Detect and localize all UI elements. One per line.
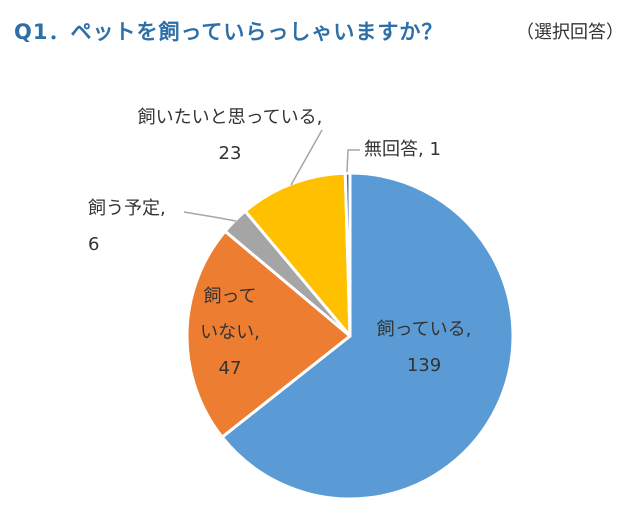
- pie-slice-1: [220, 171, 515, 501]
- data-labels: 飼っている, 139 飼っていない, 47 飼う予定, 6 飼いたいと思っている, 23 無回答…: [88, 107, 471, 379]
- pie-slice-2: [185, 229, 352, 439]
- data-label-3-line-2: 6: [88, 234, 99, 255]
- leader-line-4: [290, 129, 323, 186]
- chart-title: Q1．ペットを飼っていらっしゃいますか？: [14, 20, 444, 44]
- data-label-1-line-1: 飼っている,: [377, 319, 472, 340]
- pie-slices: [185, 171, 515, 501]
- data-label-3: 飼う予定, 6: [88, 198, 166, 255]
- data-label-1-line-2: 139: [407, 355, 441, 376]
- data-label-4-line-1: 飼いたいと思っている,: [138, 107, 323, 128]
- title-row: Q1．ペットを飼っていらっしゃいますか？ （選択回答）: [14, 16, 630, 56]
- data-label-4-line-2: 23: [219, 143, 242, 164]
- leader-lines: [183, 129, 360, 222]
- pie-slice-5: [343, 171, 352, 338]
- data-label-5-line-1: 無回答, 1: [364, 139, 441, 160]
- data-label-2-line-3: 47: [219, 358, 242, 379]
- leader-line-3: [183, 211, 237, 222]
- leader-line-5: [346, 149, 360, 173]
- data-label-4: 飼いたいと思っている, 23: [138, 107, 323, 164]
- data-label-1: 飼っている, 139: [377, 319, 472, 376]
- data-label-2-line-1: 飼って: [203, 286, 256, 307]
- data-label-2: 飼っていない, 47: [200, 286, 260, 379]
- data-label-2-line-2: いない,: [200, 322, 260, 343]
- data-label-5: 無回答, 1: [364, 139, 441, 160]
- data-label-3-line-1: 飼う予定,: [88, 198, 166, 219]
- chart-subtitle: （選択回答）: [516, 22, 624, 43]
